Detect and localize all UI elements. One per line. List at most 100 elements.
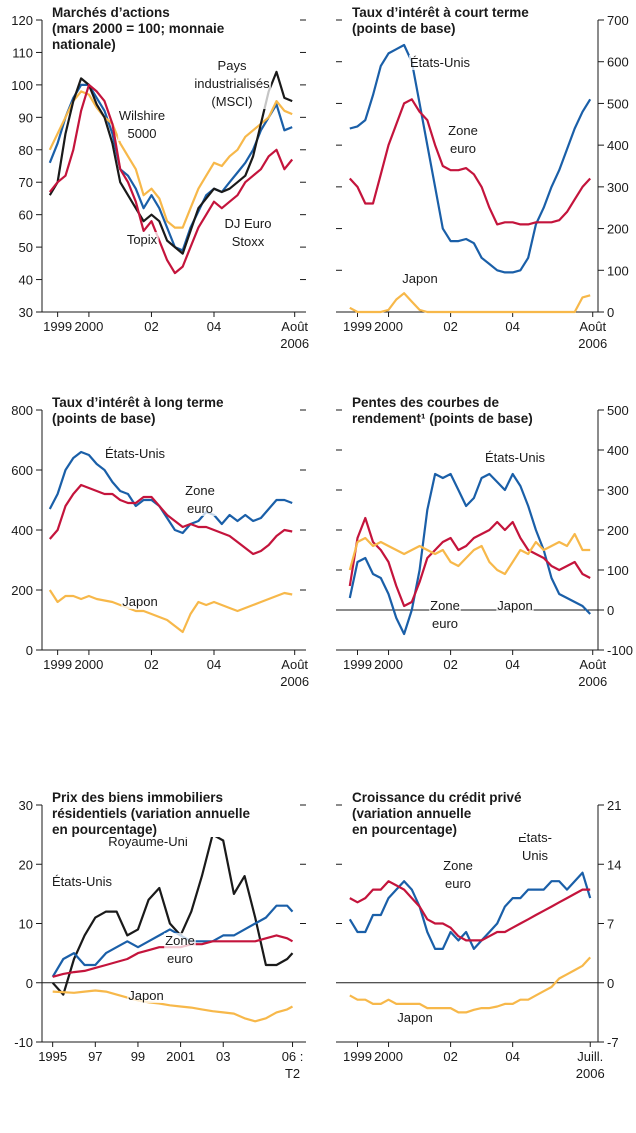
x-tick-label: 1999 [343,1049,372,1064]
chart-title: Croissance du crédit privé (variation ann… [352,790,522,837]
chart-title: Pentes des courbes de rendement¹ (points … [352,395,533,426]
label-bg [447,123,479,156]
label-bg [429,598,461,631]
x-tick-label: 1999 [43,319,72,334]
y-tick-label: 0 [26,643,33,658]
x-tick-label: 04 [505,319,519,334]
series-label: États-Unis [410,55,470,70]
label-bg [121,594,159,609]
y-tick-label: 200 [11,583,33,598]
series-label: Zone euro [448,123,478,156]
label-bg [104,446,167,461]
y-tick-label: 0 [26,976,33,991]
x-tick-label: Juill. 2006 [576,1049,605,1081]
series-label: Japon [402,271,437,286]
series-line [48,83,294,275]
series-label: Japon [128,988,163,1003]
series-line [348,532,591,576]
x-tick-label: 04 [207,319,221,334]
series-label: États-Unis [485,450,545,465]
label-bg [117,108,167,141]
series-line [48,90,293,229]
x-tick-label: 99 [131,1049,145,1064]
label-bg [442,858,474,891]
x-tick-label: Août 2006 [578,657,607,689]
title-bg [350,5,532,36]
y-tick-label: 70 [19,175,33,190]
y-tick-label: 30 [19,305,33,320]
series-label: Zone euro [185,483,215,516]
y-tick-label: -7 [607,1035,619,1050]
x-tick-label: 04 [505,657,519,672]
x-tick-label: 06 : T2 [282,1049,304,1081]
y-tick-label: 800 [11,403,33,418]
label-bg [409,55,472,70]
x-tick-label: 2001 [166,1049,195,1064]
label-bg [401,271,439,286]
y-tick-label: 20 [19,857,33,872]
y-tick-label: 400 [607,138,629,153]
x-tick-label: 02 [443,1049,457,1064]
x-tick-label: 1995 [38,1049,67,1064]
y-tick-label: 90 [19,110,33,125]
label-bg [107,834,189,849]
y-tick-label: 40 [19,273,33,288]
x-tick-label: 1999 [343,319,372,334]
x-tick-label: 02 [443,657,457,672]
series-label: Japon [397,1010,432,1025]
y-tick-label: 30 [19,798,33,813]
series-label: États-Unis [518,830,552,863]
x-tick-label: Août 2006 [280,657,309,689]
series-line [349,956,592,1014]
series-label: États-Unis [52,874,112,889]
x-tick-label: 04 [207,657,221,672]
y-tick-label: 80 [19,143,33,158]
x-tick-label: Août 2006 [578,319,607,351]
series-line [348,472,591,636]
y-tick-label: 200 [607,523,629,538]
title-bg [350,790,525,837]
y-tick-label: 60 [19,208,33,223]
x-tick-label: 04 [505,1049,519,1064]
x-tick-label: 2000 [374,319,403,334]
series-label: Zone euro [443,858,473,891]
x-tick-label: 02 [443,319,457,334]
y-tick-label: 50 [19,240,33,255]
x-tick-label: 02 [144,319,158,334]
label-bg [223,216,273,249]
title-bg [50,395,227,426]
series-label: Japon [122,594,157,609]
x-tick-label: Août 2006 [280,319,309,351]
x-tick-label: 02 [144,657,158,672]
y-tick-label: 100 [607,263,629,278]
series-line [48,483,293,556]
y-tick-label: 100 [607,563,629,578]
series-line [48,70,293,255]
series-label: Royaume-Uni [108,834,188,849]
series-line [51,904,294,978]
series-line [349,43,592,274]
title-bg [50,5,227,52]
label-bg [51,874,114,889]
x-tick-label: 2000 [374,657,403,672]
x-tick-label: 97 [88,1049,102,1064]
title-bg [350,395,535,426]
series-line [349,292,591,314]
y-tick-label: 700 [607,13,629,28]
label-bg [496,598,534,613]
y-tick-label: 0 [607,603,614,618]
series-label: États-Unis [105,446,165,461]
y-tick-label: 7 [607,917,614,932]
chart-title: Taux d’intérêt à court terme (points de b… [352,5,529,36]
series-label: Zone euro [165,933,195,966]
y-tick-label: 500 [607,403,629,418]
label-bg [127,988,165,1003]
series-line [348,98,592,226]
series-line [52,989,294,1023]
x-tick-label: 2000 [74,657,103,672]
y-tick-label: 0 [607,976,614,991]
y-tick-label: -10 [14,1035,33,1050]
chart-title: Prix des biens immobiliers résidentiels (… [52,790,251,837]
series-line [48,589,293,634]
